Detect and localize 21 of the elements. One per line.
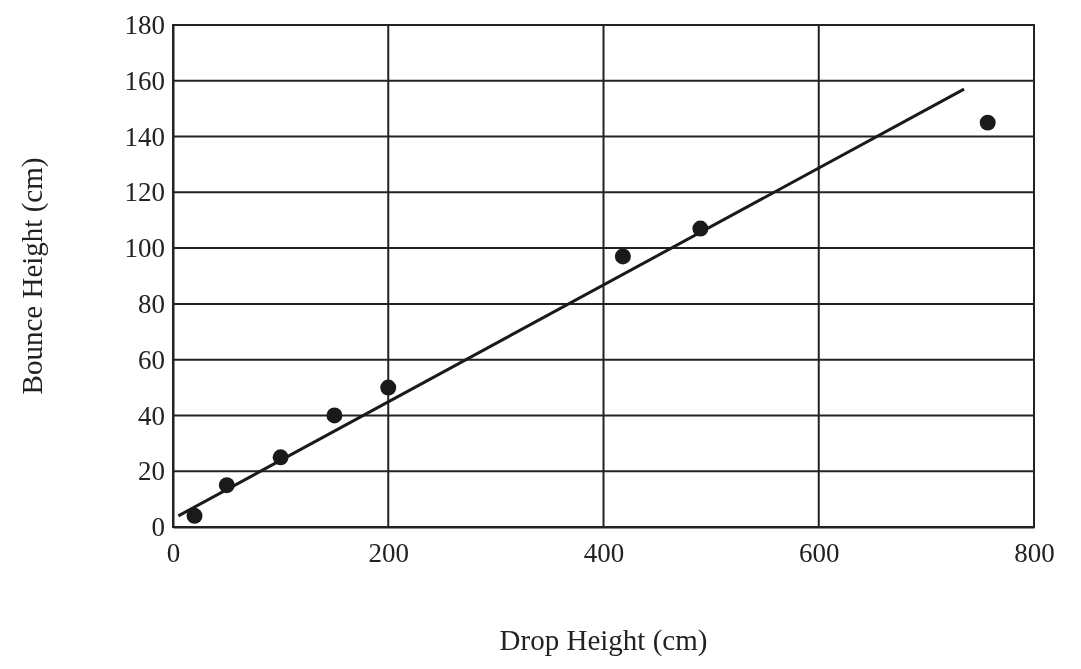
y-tick-label: 180 <box>124 10 165 41</box>
y-axis-title: Bounce Height (cm) <box>16 157 49 395</box>
y-tick-label: 160 <box>124 65 165 96</box>
y-tick-label: 80 <box>138 289 165 320</box>
y-tick-label: 140 <box>124 121 165 152</box>
point <box>380 379 397 396</box>
point <box>326 407 343 424</box>
y-tick-label: 20 <box>138 456 165 487</box>
x-tick-label: 600 <box>799 538 840 569</box>
y-tick-label: 100 <box>124 233 165 264</box>
point <box>979 114 996 131</box>
y-tick-label: 40 <box>138 400 165 431</box>
y-tick-label: 0 <box>151 512 165 543</box>
point <box>186 507 203 524</box>
y-tick-label: 120 <box>124 177 165 208</box>
x-axis-title: Drop Height (cm) <box>499 624 708 657</box>
x-tick-label: 400 <box>583 538 625 569</box>
y-tick-label: 60 <box>138 344 165 375</box>
x-tick-label: 800 <box>1014 538 1055 569</box>
point <box>614 248 631 265</box>
x-tick-label: 200 <box>368 538 409 569</box>
